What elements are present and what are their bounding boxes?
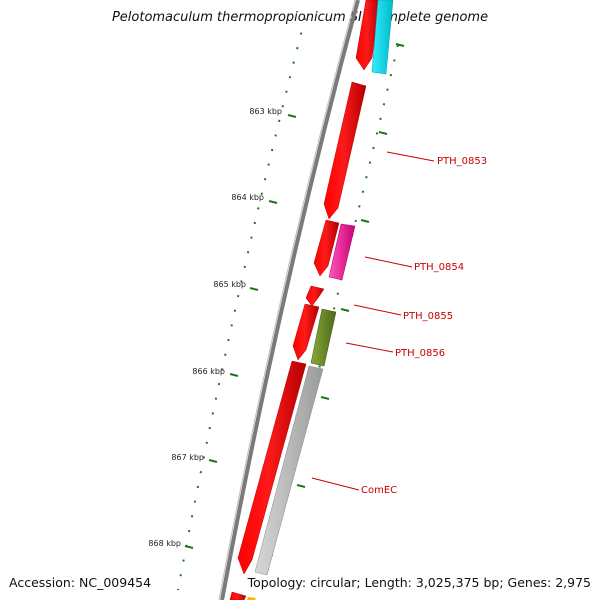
- scale-tick: [268, 200, 278, 204]
- genome-backbone-highlight: [218, 0, 356, 600]
- feature-olive[interactable]: [310, 308, 337, 367]
- gene-arrow-pth0853[interactable]: [323, 81, 367, 220]
- leader-line-pth0856: [345, 342, 394, 353]
- feature-cyan[interactable]: [371, 0, 394, 75]
- feature-gray-comec[interactable]: [254, 365, 324, 576]
- leader-line-pth0853: [386, 151, 435, 162]
- gene-label-pth0856[interactable]: PTH_0856: [395, 348, 445, 359]
- scale-label: 863 kbp: [249, 107, 282, 116]
- scale-ticks: [184, 114, 297, 549]
- gene-arrow-pth0854[interactable]: [313, 219, 340, 277]
- outer-ring-tick: [360, 219, 370, 223]
- map-title: Pelotomaculum thermopropionicum SI, comp…: [111, 10, 489, 25]
- scale-label: 864 kbp: [231, 193, 264, 202]
- scale-tick: [249, 287, 259, 291]
- scale-tick: [287, 114, 297, 118]
- gene-label-pth0853[interactable]: PTH_0853: [437, 156, 487, 167]
- genome-backbone: [220, 0, 360, 600]
- outer-ring-tick: [320, 396, 330, 400]
- scale-label: 866 kbp: [192, 367, 225, 376]
- gene-label-pth0855[interactable]: PTH_0855: [403, 311, 453, 322]
- feature-yellow: [247, 597, 256, 600]
- feature-pink[interactable]: [328, 223, 356, 281]
- gene-label-pth0854[interactable]: PTH_0854: [414, 262, 464, 273]
- outer-ring-tick: [395, 43, 405, 47]
- scale-tick: [208, 459, 218, 463]
- leader-line-pth0854: [364, 256, 413, 268]
- outer-ring-tick: [296, 484, 306, 488]
- scale-tick: [184, 545, 194, 549]
- gene-arrow-pth0856[interactable]: [292, 303, 320, 361]
- scale-label: 868 kbp: [148, 539, 181, 548]
- outer-ring-ticks: [296, 43, 405, 488]
- gene-arrow-comec-red[interactable]: [237, 360, 307, 575]
- gene-label-comec[interactable]: ComEC: [361, 485, 397, 496]
- gene-arrow-top[interactable]: [355, 0, 381, 71]
- outer-ring-tick: [340, 308, 350, 312]
- leader-line-comec: [311, 477, 360, 491]
- accession-text: Accession: NC_009454: [9, 575, 152, 590]
- outer-ring-tick: [378, 131, 388, 135]
- scale-label: 865 kbp: [213, 280, 246, 289]
- gene-arrow-bottom[interactable]: [229, 591, 247, 600]
- gene-arrow-pth0855[interactable]: [305, 285, 325, 307]
- genome-info-text: Topology: circular; Length: 3,025,375 bp…: [247, 575, 591, 590]
- scale-label: 867 kbp: [171, 453, 204, 462]
- leader-line-pth0855: [353, 304, 402, 316]
- scale-tick: [229, 373, 239, 377]
